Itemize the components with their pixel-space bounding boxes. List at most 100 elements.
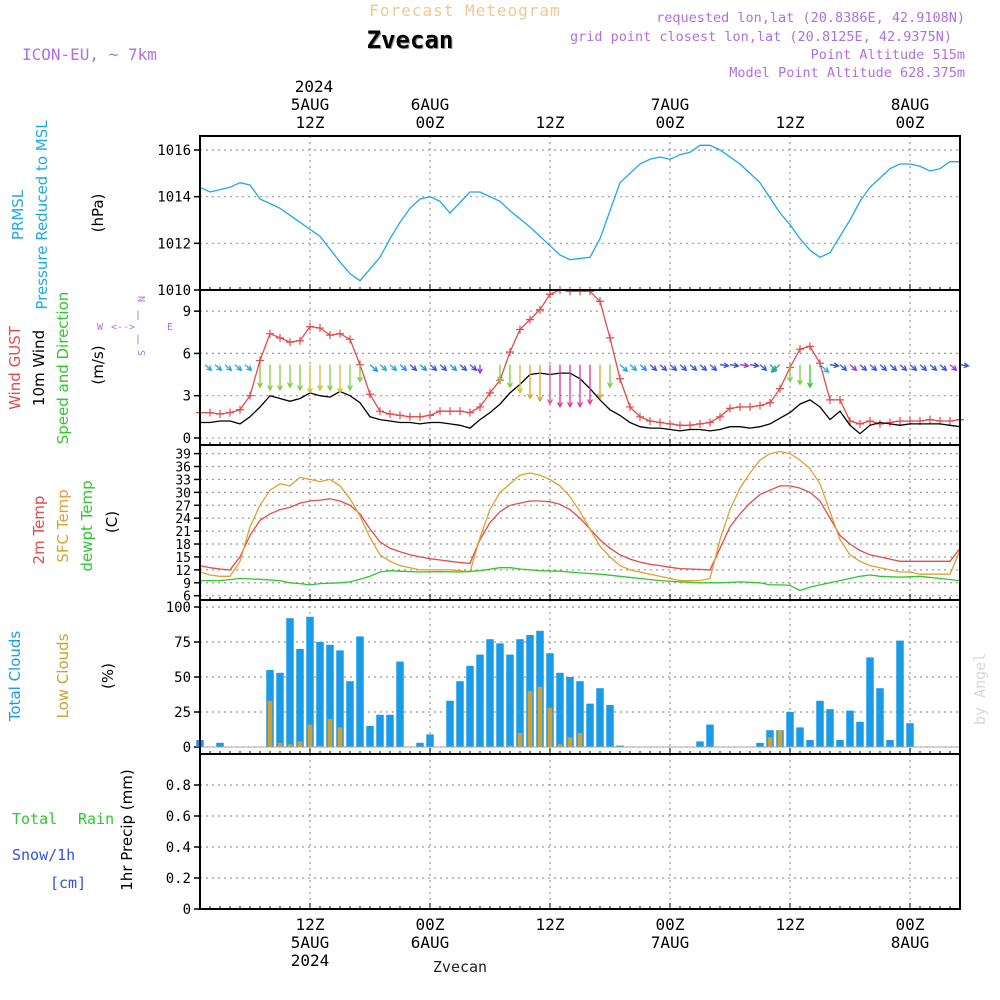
wind-arrow [214,364,222,371]
gust-marker [296,336,304,345]
bar-total-clouds [286,618,294,747]
wind-arrow [739,364,749,367]
dewpt-label: dewpt Temp [78,480,96,571]
y-tick-label: 9 [183,577,191,592]
wind-arrow [849,364,857,371]
gust-marker [686,421,694,430]
gust-marker [826,395,834,404]
gust-marker [416,412,424,421]
gust-marker [316,324,324,333]
bar-low-clouds [327,719,333,747]
wind-arrow-head [226,365,233,372]
credit-watermark: by Angel [971,653,989,725]
y-tick-label: 27 [175,499,191,514]
bar-total-clouds [316,642,324,747]
y-tick-label: 12 [175,564,191,579]
wind-arrow-head [743,362,750,369]
panel-4: 0 25 50 75 100 [166,599,961,756]
gust-marker [256,356,264,365]
wind-arrow-head [257,382,263,389]
bar-total-clouds [866,657,874,747]
wind-arrow-head [901,365,908,372]
gust-marker [336,329,344,338]
wind-arrow-head [317,385,323,392]
model-label: ICON-EU, ~ 7km [22,45,157,64]
ms-label: (m/s) [89,345,107,384]
bar-total-clouds [466,665,474,747]
gust-marker [266,329,274,338]
bar-total-clouds [476,654,484,747]
wind-arrow-head [661,365,668,372]
gust-marker [696,419,704,428]
gust-marker [546,290,554,299]
y-tick-label: 18 [175,538,191,553]
wind-arrow-head [577,401,583,409]
bar-low-clouds [517,733,523,747]
gust-marker [506,348,514,356]
grid-coords: grid point closest lon,lat (20.8125E, 42… [570,29,952,45]
bar-total-clouds [576,681,584,747]
wind-arrow [771,364,781,373]
bar-total-clouds [386,714,394,747]
wind-arrow-head [547,399,553,406]
top-title: Forecast Meteogram [369,1,560,20]
bottom-time-label: 12Z [296,915,325,934]
wind-arrow-head [517,387,523,395]
gust-marker [476,402,484,411]
panel-frame [199,135,961,291]
wind-arrow [379,364,387,371]
wind-arrow [949,364,957,371]
compass-n: N [135,296,146,302]
model-altitude: Model Point Altitude 628.375m [729,65,965,81]
bar-total-clouds [416,742,424,747]
y-tick-label: 0 [183,740,191,756]
wind-arrow [699,364,707,371]
panel-5: 0 0.2 0.4 0.6 0.8 [166,753,961,918]
wind-arrow [649,364,657,371]
wind-arrow-head [216,365,223,372]
gust-marker [436,407,444,416]
bar-total-clouds [506,654,514,747]
wind-arrow-head [631,365,638,372]
top-time-label: 00Z [656,113,685,132]
bar-total-clouds [836,740,844,747]
bar-total-clouds [556,672,564,747]
gust-marker [716,412,724,421]
bar-low-clouds [527,691,533,747]
gust-marker [306,322,314,331]
wind-arrow-head [267,385,273,392]
top-time-label: 12Z [536,113,565,132]
wind-arrow-head [753,362,760,369]
panel-frame [199,753,961,910]
bar-total-clouds [896,640,904,747]
gust-marker [216,410,224,418]
bar-low-clouds [267,700,273,747]
wind-arrow [204,364,212,371]
wind-arrow-head [911,365,918,372]
wind-arrow [729,364,739,367]
bar-total-clouds [426,734,434,747]
gust-marker [486,388,494,397]
wind-arrow [629,364,637,371]
cm-label: [cm] [50,874,86,892]
snow-label: Snow/1h [12,846,75,864]
gust-marker [566,287,574,296]
top-time-label: 00Z [896,113,925,132]
wind-arrow-head [372,366,379,373]
y-tick-label: 50 [174,670,191,686]
wind-arrow [709,364,717,371]
wind-arrow-head [477,368,483,375]
y-tick-label: 30 [175,486,191,501]
gust-marker [646,417,654,426]
wind-arrow [889,364,897,371]
wind-arrow [469,364,477,371]
wind-arrow-head [851,365,858,372]
y-tick-label: 1010 [157,283,191,299]
wind-arrow-head [641,365,648,372]
gust-marker [366,390,374,399]
wind-arrow-head [381,365,388,372]
wind-arrow-head [277,385,283,392]
series-line-dewpt-temp [200,567,961,592]
wind-arrow-head [941,365,948,372]
wind-arrow [429,364,437,371]
